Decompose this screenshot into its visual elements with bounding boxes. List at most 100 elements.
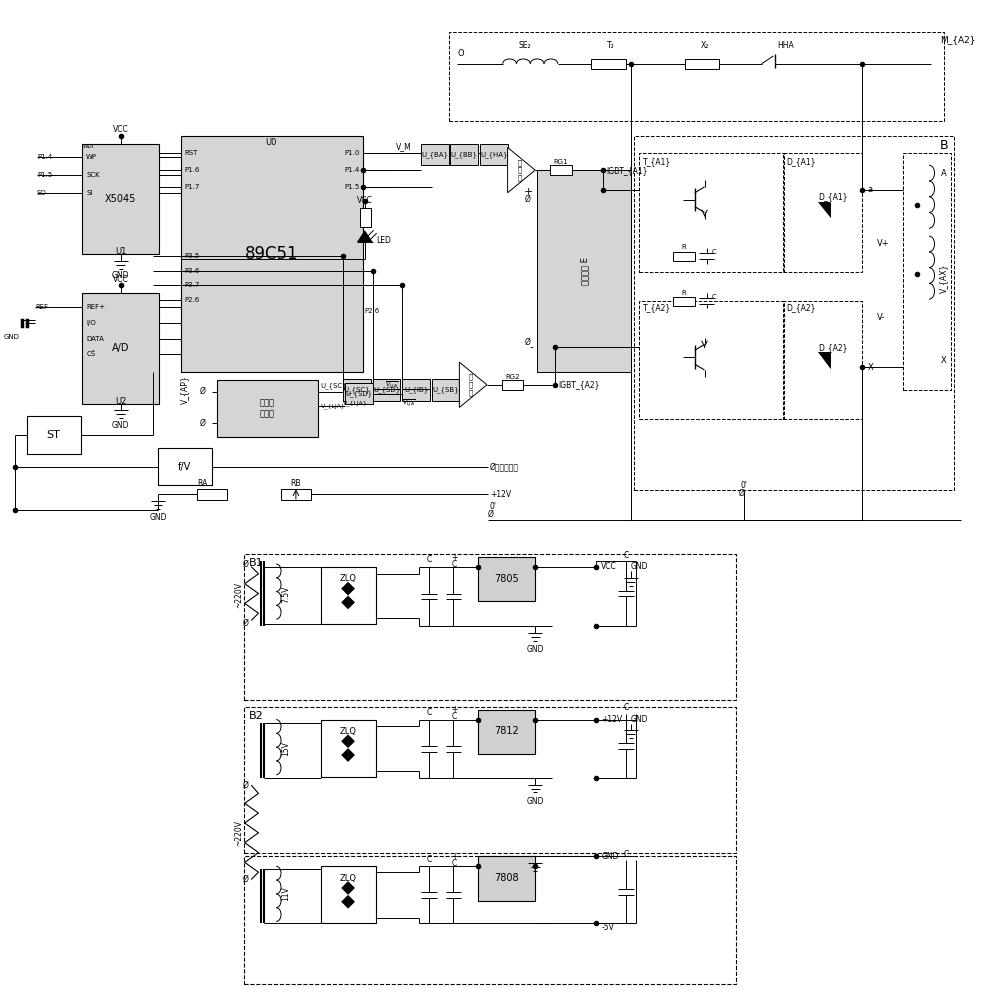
Text: V+: V+ [877, 239, 890, 248]
Text: D_{A1}: D_{A1} [818, 192, 847, 201]
Text: 直流电源 E: 直流电源 E [580, 257, 589, 285]
Bar [639, 153, 784, 272]
Text: SCK: SCK [87, 172, 100, 178]
Text: T₂: T₂ [607, 41, 615, 50]
Bar [181, 136, 363, 372]
Text: 7808: 7808 [494, 873, 519, 883]
Text: GND: GND [112, 421, 130, 430]
Polygon shape [348, 895, 355, 909]
Text: RA: RA [198, 479, 207, 488]
Text: P3.5: P3.5 [185, 253, 200, 259]
Text: GND: GND [3, 334, 20, 340]
Text: Ø: Ø [488, 510, 493, 519]
Text: GND: GND [527, 797, 544, 806]
Bar [537, 170, 631, 372]
Text: SI: SI [87, 190, 92, 196]
Text: C: C [427, 708, 432, 717]
Text: Ø: Ø [739, 489, 745, 498]
Polygon shape [507, 147, 535, 193]
Text: A/D: A/D [112, 343, 130, 353]
Bar [83, 293, 159, 404]
Text: U_{IB}: U_{IB} [404, 386, 429, 393]
Text: U1: U1 [115, 247, 126, 256]
Text: GND: GND [602, 852, 618, 861]
Text: V_{LJA}: V_{LJA} [320, 404, 345, 409]
Bar [343, 379, 371, 401]
Polygon shape [357, 230, 373, 242]
Text: ~220V: ~220V [234, 582, 243, 608]
Text: B1: B1 [249, 558, 263, 568]
Text: 15V: 15V [281, 741, 291, 756]
Text: 7805: 7805 [494, 574, 519, 584]
Text: 零电平
检测器: 零电平 检测器 [260, 399, 275, 418]
Bar [549, 165, 571, 175]
Text: -: - [529, 342, 533, 352]
Text: U_{SD}: U_{SD} [345, 390, 373, 397]
Bar [448, 32, 944, 121]
Bar [345, 383, 373, 404]
Polygon shape [348, 881, 355, 895]
Text: V-: V- [877, 313, 885, 322]
Bar [244, 554, 736, 700]
Text: +12V: +12V [490, 490, 511, 499]
Text: D_{A2}: D_{A2} [818, 343, 847, 352]
Text: Ø: Ø [200, 419, 205, 428]
Polygon shape [348, 582, 355, 596]
Bar [673, 297, 695, 306]
Text: U2: U2 [115, 397, 126, 406]
Bar [421, 144, 448, 165]
Text: 7812: 7812 [494, 726, 519, 736]
Text: D_{A1}: D_{A1} [786, 157, 816, 166]
Text: U_{SC}: U_{SC} [344, 386, 371, 393]
Bar [320, 866, 376, 923]
Polygon shape [341, 748, 348, 762]
Polygon shape [818, 202, 830, 217]
Bar [320, 720, 376, 777]
Text: C: C [712, 294, 717, 300]
Text: GND: GND [112, 271, 130, 280]
Text: DATA: DATA [87, 336, 104, 342]
Bar [198, 489, 227, 500]
Bar [217, 380, 318, 437]
Bar [478, 710, 535, 754]
Text: 驱
动
器: 驱 动 器 [517, 159, 522, 181]
Bar [373, 379, 400, 401]
Text: P1.5: P1.5 [37, 172, 52, 178]
Text: GND: GND [149, 513, 167, 522]
Text: GND: GND [527, 645, 544, 654]
Text: HHA: HHA [777, 41, 793, 50]
Text: CS̄: CS̄ [87, 351, 95, 357]
Text: GND: GND [631, 562, 648, 571]
Text: U_{SC}: U_{SC} [320, 382, 347, 389]
Text: R: R [681, 244, 686, 250]
Text: C: C [451, 712, 457, 721]
Text: Ø: Ø [200, 387, 205, 396]
Text: 0': 0' [740, 481, 747, 490]
Text: -5V: -5V [602, 923, 614, 932]
Text: VCC: VCC [113, 275, 129, 284]
Polygon shape [348, 748, 355, 762]
Text: D_{A2}: D_{A2} [786, 303, 816, 312]
Text: P1.0: P1.0 [344, 150, 360, 156]
Text: P2.6: P2.6 [185, 297, 200, 303]
Text: ZLQ: ZLQ [339, 727, 357, 736]
Text: B: B [940, 139, 949, 152]
Text: C: C [427, 555, 432, 564]
Polygon shape [459, 362, 487, 407]
Text: R: R [681, 290, 686, 296]
Text: O: O [457, 49, 464, 58]
Bar [783, 153, 862, 272]
Bar [478, 557, 535, 601]
Text: P3.6: P3.6 [185, 268, 200, 274]
Text: A: A [941, 169, 947, 178]
Text: P2.6: P2.6 [365, 308, 380, 314]
Text: U_{BB}: U_{BB} [451, 151, 478, 158]
Bar [244, 707, 736, 853]
Bar [450, 144, 478, 165]
Text: U_{HA}: U_{HA} [480, 151, 507, 158]
Bar [28, 416, 82, 454]
Text: V_{LJA}: V_{LJA} [343, 401, 368, 406]
Polygon shape [348, 596, 355, 609]
Bar [480, 144, 507, 165]
Polygon shape [341, 881, 348, 895]
